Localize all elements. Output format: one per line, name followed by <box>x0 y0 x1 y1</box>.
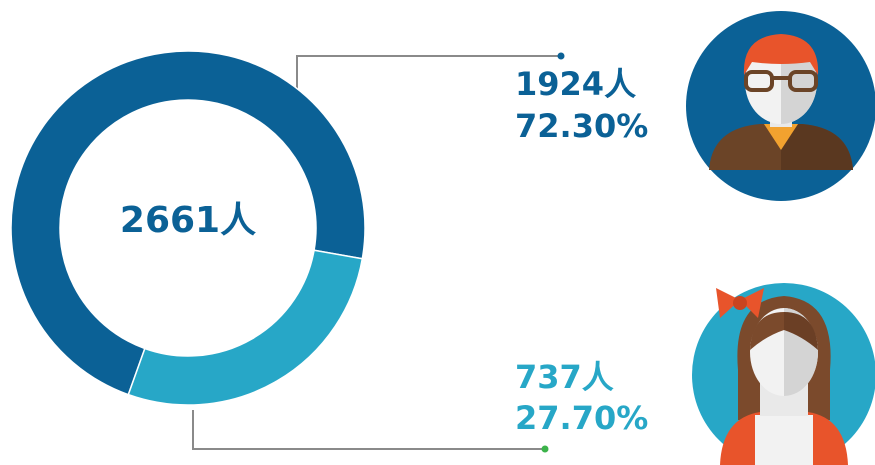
leader-dot <box>558 53 565 60</box>
female-avatar <box>692 283 875 465</box>
leader-dot <box>542 446 549 453</box>
total-label: 2661人 <box>120 200 256 241</box>
value-label: 737人 <box>515 358 614 396</box>
donut-segment <box>128 250 362 405</box>
share-label: 72.30% <box>515 107 648 145</box>
chart: 2661人 1924人 72.30% 737人 27.70% <box>0 0 875 465</box>
share-label: 27.70% <box>515 399 648 437</box>
male-avatar <box>686 11 875 201</box>
value-label: 1924人 <box>515 65 636 103</box>
